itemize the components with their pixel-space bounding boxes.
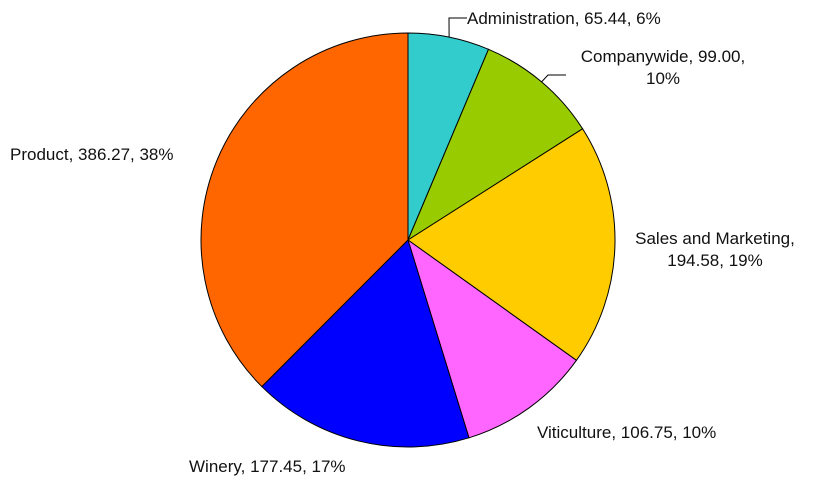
leader-line-administration	[448, 17, 467, 38]
pie-slice-companywide	[406, 48, 584, 242]
pie-slice-sales-and-marketing	[407, 128, 616, 362]
slice-label-companywide: Companywide, 99.00, 10%	[581, 47, 745, 88]
slice-label-winery: Winery, 177.45, 17%	[189, 457, 346, 476]
pie-slice-winery	[261, 239, 470, 448]
slice-label-line: 10%	[646, 69, 680, 88]
slice-label-product: Product, 386.27, 38%	[10, 145, 174, 164]
leader-line-companywide	[541, 74, 566, 83]
pie-slice-viticulture	[407, 238, 578, 439]
slice-label-line: Companywide, 99.00,	[581, 47, 745, 66]
pie-labels: Administration, 65.44, 6% Companywide, 99…	[10, 9, 795, 476]
pie-slice-product	[200, 32, 409, 388]
pie-slices	[200, 32, 616, 448]
slice-label-line: Winery, 177.45, 17%	[189, 457, 346, 476]
slice-label-line: Viticulture, 106.75, 10%	[537, 423, 716, 442]
slice-label-line: 194.58, 19%	[667, 251, 762, 270]
slice-label-viticulture: Viticulture, 106.75, 10%	[537, 423, 716, 442]
slice-label-sales-and-marketing: Sales and Marketing, 194.58, 19%	[635, 229, 795, 270]
slice-label-line: Administration, 65.44, 6%	[467, 9, 661, 28]
slice-label-administration: Administration, 65.44, 6%	[467, 9, 661, 28]
slice-label-line: Product, 386.27, 38%	[10, 145, 174, 164]
slice-label-line: Sales and Marketing,	[635, 229, 795, 248]
